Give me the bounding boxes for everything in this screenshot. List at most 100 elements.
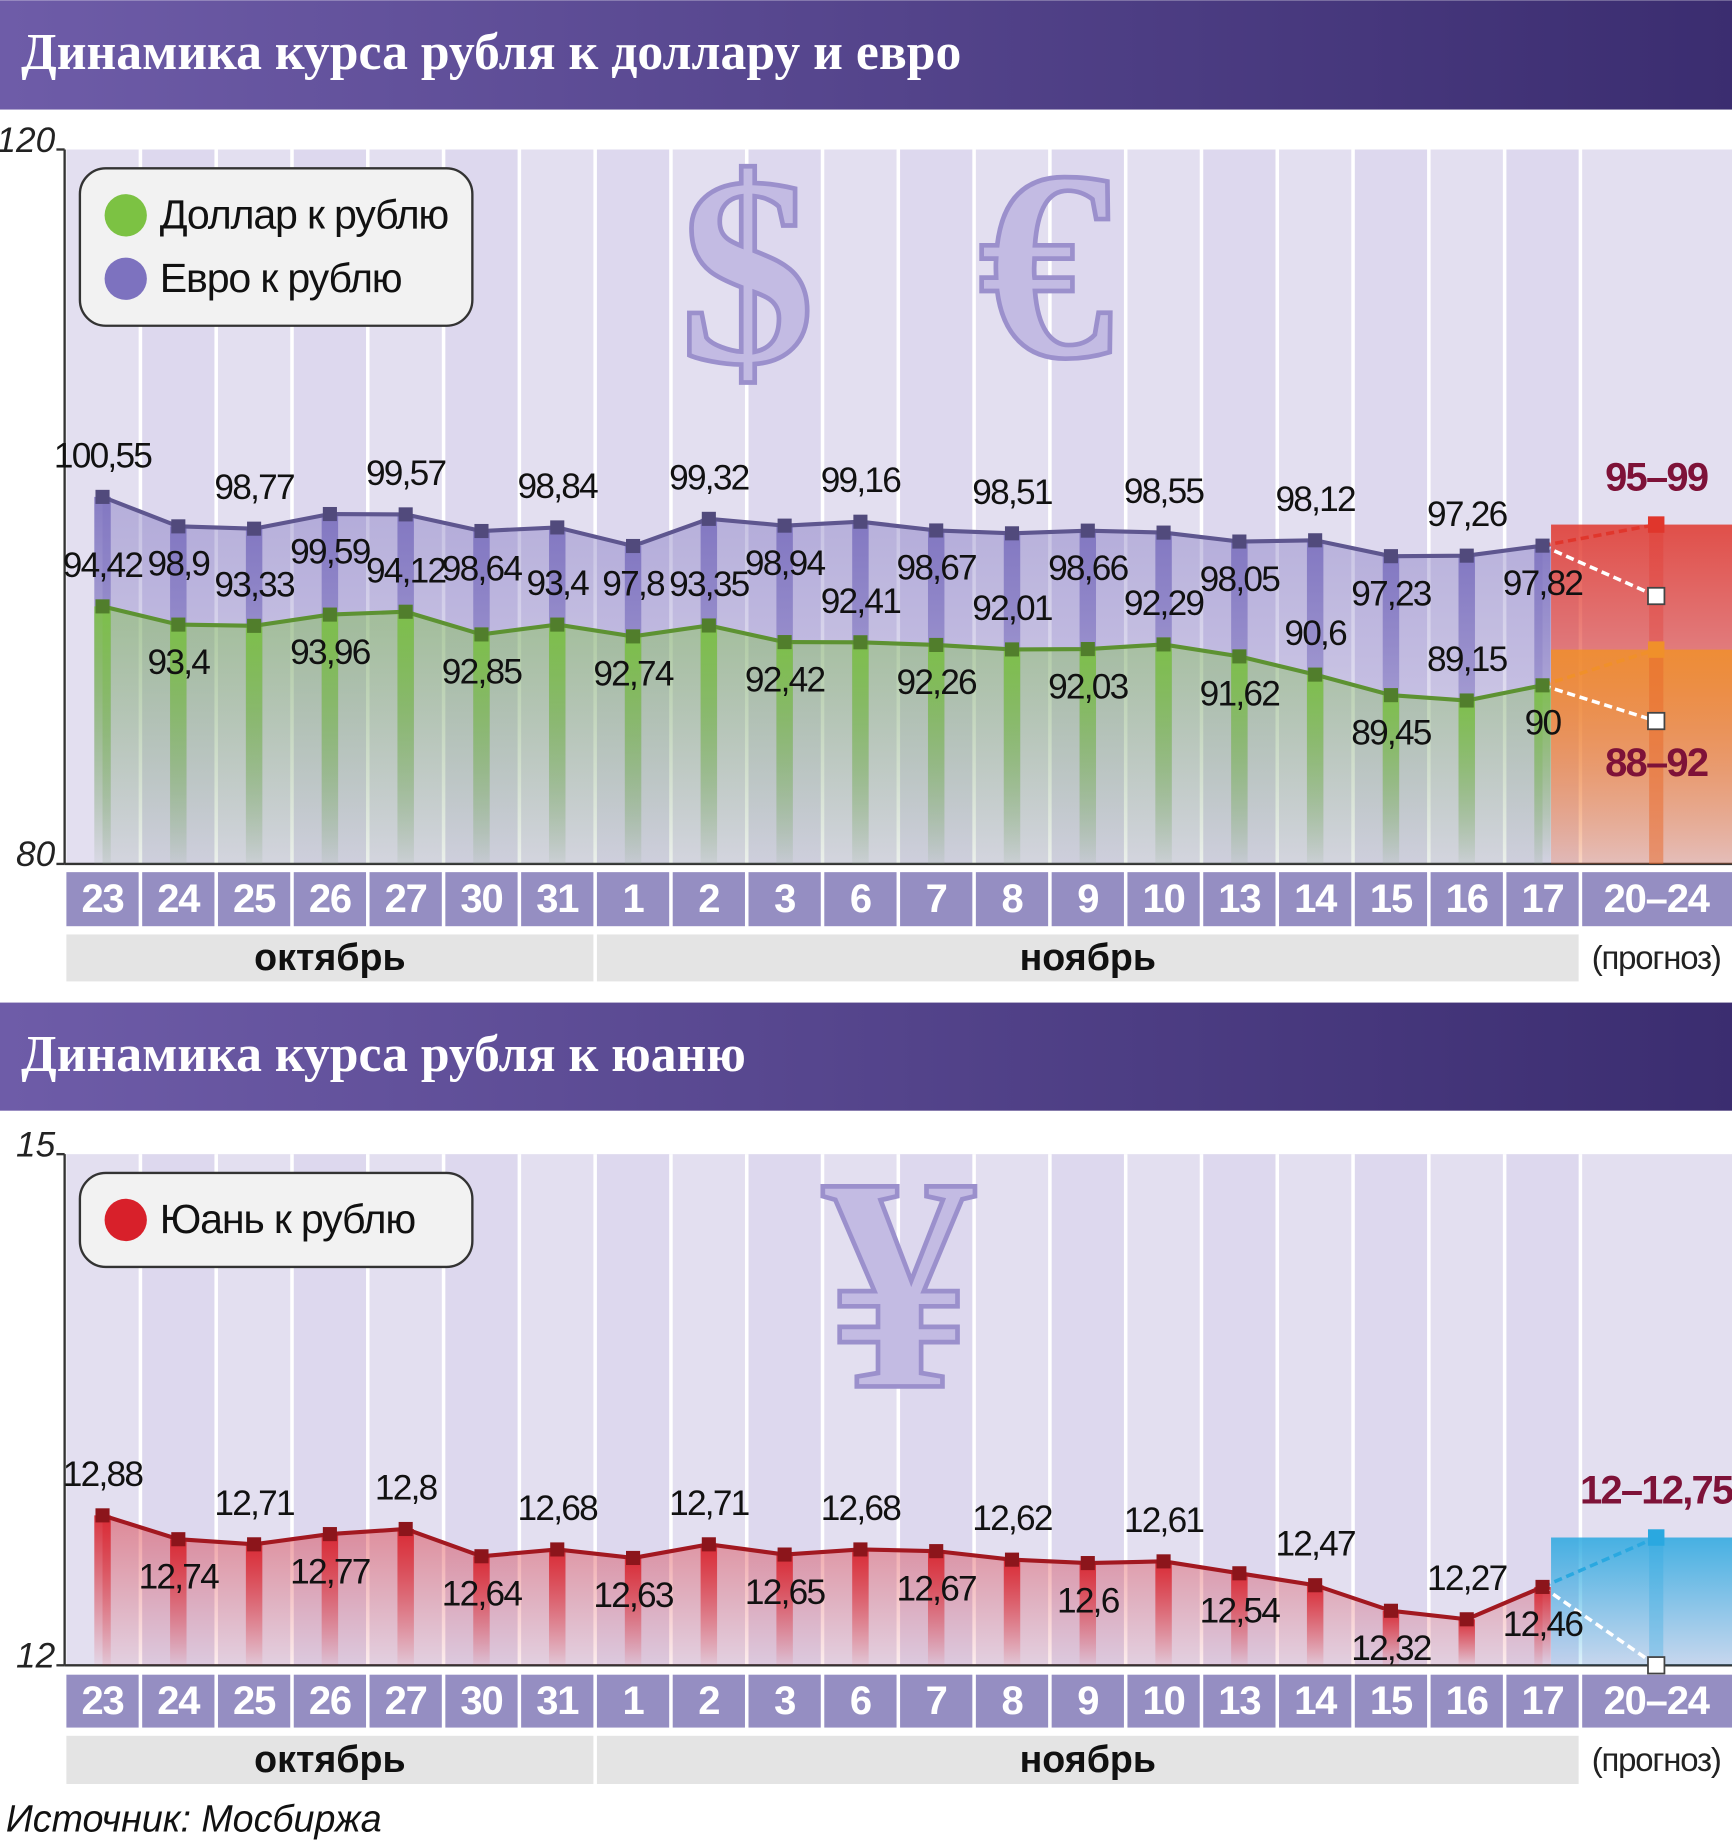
category-cell (975, 1674, 1049, 1728)
currency-symbol: € (978, 116, 1113, 415)
marker (1080, 642, 1095, 657)
marker (398, 507, 413, 522)
x-tick-label: 23 (81, 877, 123, 921)
marker (171, 1532, 186, 1547)
value-label: 12,71 (214, 1484, 294, 1523)
marker (1080, 523, 1095, 538)
value-bar (1306, 1585, 1324, 1666)
value-label: 12,27 (1427, 1559, 1507, 1598)
forecast-marker-low (1647, 711, 1666, 731)
marker (1535, 538, 1550, 553)
value-label: 93,35 (669, 565, 750, 604)
value-label: 98,94 (745, 544, 826, 583)
month-cell (596, 934, 1579, 982)
forecast-label: 95–99 (1605, 455, 1708, 499)
forecast-area (1551, 649, 1732, 864)
x-tick-label: 17 (1521, 877, 1563, 921)
marker (625, 538, 641, 554)
month-label: октябрь (254, 1738, 405, 1780)
marker (474, 523, 489, 539)
x-tick-label: 15 (1370, 877, 1413, 921)
value-label: 98,05 (1200, 560, 1281, 599)
marker (929, 523, 944, 538)
y-tick-label: 15 (16, 1125, 56, 1164)
forecast-line-low (1541, 1585, 1658, 1667)
x-tick-label: 25 (233, 1679, 276, 1723)
value-label: 92,26 (897, 663, 978, 702)
value-label: 12,68 (821, 1489, 902, 1528)
marker (550, 520, 565, 535)
value-label: 12,65 (745, 1573, 826, 1612)
value-bar (245, 625, 263, 864)
legend-label: Евро к рублю (160, 255, 402, 301)
marker (1308, 533, 1323, 548)
value-bar (1382, 695, 1400, 864)
category-cell (900, 1674, 973, 1728)
marker (777, 1547, 792, 1562)
marker (1535, 678, 1550, 693)
legend-label: Юань к рублю (160, 1196, 416, 1242)
category-cell (596, 872, 670, 927)
marker (247, 1537, 262, 1552)
x-tick-label: 6 (850, 1679, 871, 1723)
category-cell (142, 872, 215, 927)
x-tick-label: 16 (1446, 1679, 1488, 1723)
category-cell (1582, 1674, 1732, 1728)
category-cell (824, 1674, 897, 1728)
value-label: 93,96 (290, 633, 371, 672)
value-label: 98,51 (972, 473, 1052, 512)
x-tick-label: 2 (698, 1679, 719, 1723)
category-cell (369, 1674, 442, 1728)
value-label: 92,03 (1048, 667, 1129, 706)
value-label: 12,68 (518, 1489, 599, 1528)
x-tick-label: 10 (1143, 1679, 1185, 1723)
column-bg (1428, 1154, 1505, 1666)
x-tick-label: 26 (309, 1679, 351, 1723)
x-tick-label: 26 (309, 877, 351, 921)
value-label: 12,64 (442, 1575, 523, 1614)
series-line (101, 494, 1543, 559)
value-label: 97,82 (1503, 564, 1583, 603)
value-bar (1079, 1563, 1097, 1666)
y-tick-label: 80 (16, 835, 56, 874)
category-cell (748, 1674, 821, 1728)
x-tick-label: 9 (1077, 877, 1098, 921)
marker (701, 1537, 716, 1552)
category-cell (1279, 1674, 1352, 1728)
chart-title: Динамика курса рубля к юаню (21, 1026, 746, 1083)
column-bg (1353, 1154, 1429, 1666)
marker (625, 629, 641, 644)
x-tick-label: 14 (1294, 877, 1337, 921)
value-label: 90 (1525, 704, 1562, 743)
value-label: 89,15 (1427, 640, 1508, 679)
legend-box (78, 1171, 474, 1269)
legend-swatch (104, 257, 147, 300)
value-bar (1003, 649, 1021, 864)
value-bar (852, 1549, 869, 1666)
legend-box (78, 167, 474, 327)
chart-title: Динамика курса рубля к доллару и евро (21, 24, 961, 81)
series-area (102, 1515, 1543, 1666)
series-line (102, 604, 1543, 703)
forecast-marker-high (1647, 641, 1665, 658)
x-tick-label: 8 (1001, 877, 1022, 921)
month-cell (596, 1735, 1579, 1784)
category-cell (293, 1674, 367, 1728)
series-line (101, 1513, 1544, 1622)
marker (247, 618, 262, 633)
value-bar (700, 625, 718, 864)
forecast-marker-high (1647, 516, 1665, 533)
value-label: 12,63 (593, 1576, 674, 1615)
value-label: 98,55 (1124, 472, 1205, 511)
value-bar (852, 642, 869, 864)
marker (1308, 1578, 1323, 1593)
value-label: 12,88 (63, 1455, 144, 1494)
value-label: 92,41 (821, 582, 901, 621)
category-cell (217, 872, 291, 927)
value-label: 90,6 (1284, 614, 1347, 653)
marker (1232, 649, 1247, 664)
value-bar (1079, 649, 1097, 864)
forecast-marker-high (1647, 1529, 1665, 1546)
